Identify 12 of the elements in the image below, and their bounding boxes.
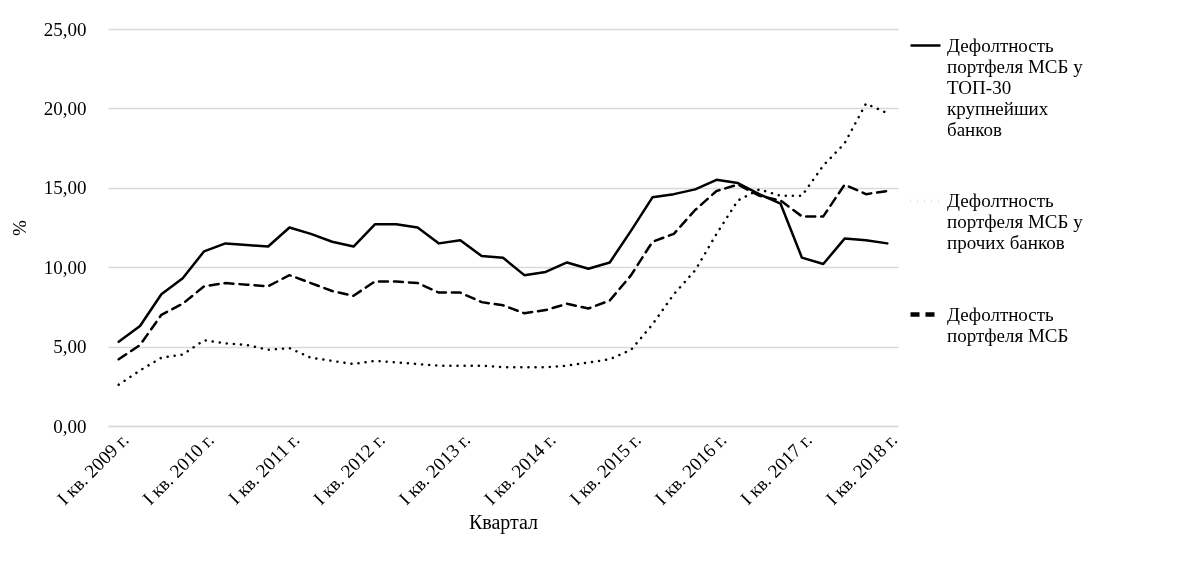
y-tick-label: 20,00 xyxy=(43,97,87,119)
legend-label: Дефолтность портфеля МСБ xyxy=(947,303,1069,346)
y-tick-label: 15,00 xyxy=(43,177,87,199)
y-tick-label: 0,00 xyxy=(53,415,87,437)
y-tick-label: 5,00 xyxy=(53,336,87,358)
y-tick-label: 25,00 xyxy=(43,18,87,40)
x-axis-title: Квартал xyxy=(468,510,539,534)
line-series xyxy=(117,102,889,386)
y-tick-label: 10,00 xyxy=(43,256,87,278)
legend-label: Дефолтность портфеля МСБ у прочих банков xyxy=(947,190,1084,253)
y-axis-title: % xyxy=(8,219,30,236)
legend-label: Дефолтность портфеля МСБ у ТОП-30 крупнейших банков xyxy=(947,34,1084,140)
